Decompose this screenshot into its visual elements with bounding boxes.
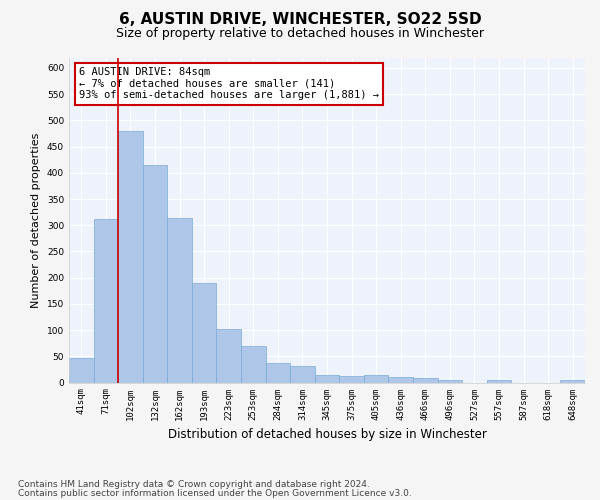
Bar (118, 131, 143, 382)
Y-axis label: Number of detached properties: Number of detached properties (31, 132, 41, 308)
Bar (388, 376, 413, 382)
Bar (94, 220, 118, 382)
Bar (413, 378, 437, 382)
Text: 6, AUSTIN DRIVE, WINCHESTER, SO22 5SD: 6, AUSTIN DRIVE, WINCHESTER, SO22 5SD (119, 12, 481, 28)
Bar (217, 328, 241, 382)
Bar (364, 374, 388, 382)
Bar (339, 376, 364, 382)
Text: Contains public sector information licensed under the Open Government Licence v3: Contains public sector information licen… (18, 488, 412, 498)
X-axis label: Distribution of detached houses by size in Winchester: Distribution of detached houses by size … (167, 428, 487, 441)
Bar (437, 380, 462, 382)
Bar (560, 380, 585, 382)
Text: Size of property relative to detached houses in Winchester: Size of property relative to detached ho… (116, 28, 484, 40)
Bar (143, 165, 167, 382)
Bar (241, 346, 266, 383)
Bar (266, 362, 290, 382)
Bar (167, 218, 192, 382)
Text: 6 AUSTIN DRIVE: 84sqm
← 7% of detached houses are smaller (141)
93% of semi-deta: 6 AUSTIN DRIVE: 84sqm ← 7% of detached h… (79, 67, 379, 100)
Text: Contains HM Land Registry data © Crown copyright and database right 2024.: Contains HM Land Registry data © Crown c… (18, 480, 370, 489)
Bar (192, 283, 217, 382)
Bar (69, 358, 94, 382)
Bar (487, 380, 511, 382)
Bar (290, 366, 315, 382)
Bar (315, 375, 339, 382)
